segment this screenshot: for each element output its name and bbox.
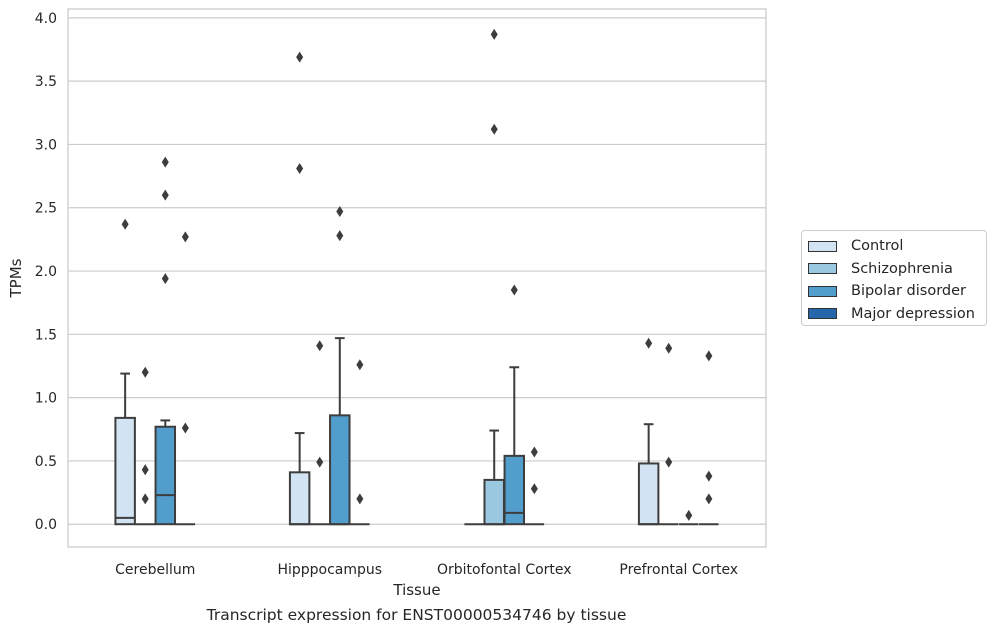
box-group (288, 51, 311, 526)
box-group (309, 340, 330, 526)
x-tick-label: Hipppocampus (277, 562, 382, 578)
outlier-point (316, 456, 324, 468)
outlier-point (161, 156, 169, 168)
x-axis-ticks: Cerebellum Hipppocampus Orbitofontal Corte… (115, 562, 738, 578)
outlier-point (665, 342, 673, 354)
outlier-point (141, 366, 149, 378)
box-group (154, 156, 177, 526)
outlier-point (356, 359, 364, 371)
y-tick-label: 2.5 (35, 201, 57, 217)
box (154, 425, 177, 526)
x-axis-label: Tissue (392, 581, 440, 599)
outlier-point (296, 51, 304, 63)
box-group (135, 366, 155, 526)
box-group (483, 28, 505, 526)
box-group (679, 509, 699, 526)
outlier-point (336, 206, 344, 218)
legend: Control Schizophrenia Bipolar disorder Majo… (801, 230, 987, 326)
box-group (350, 359, 370, 526)
outlier-point (490, 28, 498, 40)
box (329, 414, 351, 526)
outlier-point (296, 163, 304, 175)
outlier-point (510, 284, 518, 296)
outlier-point (530, 483, 538, 495)
outlier-point (705, 470, 713, 482)
box (637, 462, 660, 526)
x-tick-label: Cerebellum (115, 562, 195, 578)
outlier-point (336, 230, 344, 242)
outlier-point (490, 123, 498, 135)
legend-label: Bipolar disorder (851, 283, 966, 300)
box (288, 471, 311, 526)
y-tick-label: 0.0 (35, 517, 57, 533)
outlier-point (645, 337, 653, 349)
outlier-point (161, 273, 169, 285)
outlier-point (161, 189, 169, 201)
plot-area-background (68, 9, 766, 547)
legend-item: Major depression (808, 303, 986, 326)
outlier-point (141, 464, 149, 476)
y-tick-label: 1.5 (35, 327, 57, 343)
box-group (114, 218, 136, 526)
outlier-point (705, 493, 713, 505)
plot-area-frame (67, 8, 767, 548)
boxes-layer (114, 28, 719, 526)
y-tick-label: 1.0 (35, 391, 57, 407)
legend-label: Control (851, 238, 904, 255)
outlier-point (316, 340, 324, 352)
y-tick-label: 0.5 (35, 454, 57, 470)
outlier-point (121, 218, 129, 230)
x-tick-label: Prefrontal Cortex (619, 562, 738, 578)
figure-caption: Transcript expression for ENST0000053474… (206, 606, 627, 624)
y-axis-ticks: 0.0 0.5 1.0 1.5 2.0 2.5 3.0 3.5 4.0 (35, 11, 57, 533)
x-tick-label: Orbitofontal Cortex (437, 562, 572, 578)
box-group (699, 350, 719, 526)
y-tick-label: 3.0 (35, 137, 57, 153)
outlier-point (665, 456, 673, 468)
box-group (175, 231, 196, 526)
box-group (524, 446, 545, 526)
legend-item: Schizophrenia (808, 258, 986, 281)
outlier-point (530, 446, 538, 458)
outlier-point (141, 493, 149, 505)
legend-swatch (808, 263, 837, 275)
box (114, 416, 136, 526)
outlier-point (181, 422, 189, 434)
legend-label: Schizophrenia (851, 260, 953, 277)
legend-label: Major depression (851, 305, 975, 322)
y-tick-label: 3.5 (35, 74, 57, 90)
outlier-point (181, 231, 189, 243)
legend-swatch (808, 240, 837, 252)
box (503, 454, 526, 526)
outlier-point (685, 509, 693, 521)
outlier-point (705, 350, 713, 362)
box (483, 478, 505, 526)
legend-item: Control (808, 235, 986, 258)
box-group (637, 337, 660, 526)
y-axis-label: TPMs (7, 258, 25, 298)
y-tick-label: 2.0 (35, 264, 57, 280)
box-group (658, 342, 679, 526)
legend-swatch (808, 308, 837, 320)
box-group (329, 206, 351, 526)
box-group (503, 284, 526, 526)
legend-swatch (808, 285, 837, 297)
outlier-point (356, 493, 364, 505)
y-tick-label: 4.0 (35, 11, 57, 27)
legend-item: Bipolar disorder (808, 280, 986, 303)
